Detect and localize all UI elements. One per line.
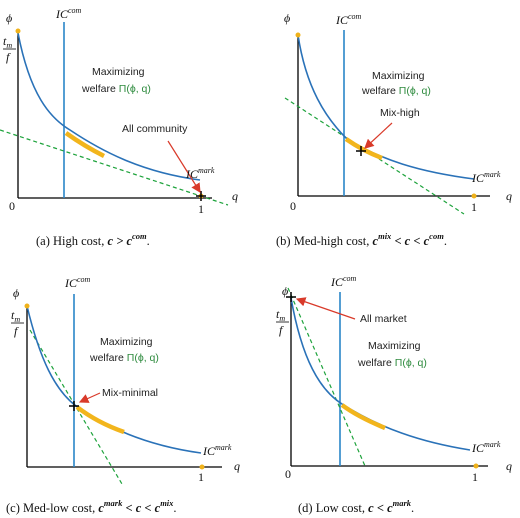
x-one-label: 1 xyxy=(198,470,204,484)
annotation-label: Mix-minimal xyxy=(102,387,158,399)
annotation-label: Mix-high xyxy=(380,107,420,119)
ic-mark-curve xyxy=(297,34,475,180)
ic-mark-curve xyxy=(26,305,202,454)
caption: (d) Low cost, c < cmark. xyxy=(298,498,414,515)
q-one-dot xyxy=(473,463,479,469)
q-one-dot xyxy=(199,464,205,470)
x-axis-label: q xyxy=(234,459,240,473)
ic-com-label: ICcom xyxy=(55,6,82,21)
ic-com-label: ICcom xyxy=(64,275,91,290)
y-axis-label: ϕ xyxy=(13,286,19,300)
tangent-line xyxy=(287,287,366,467)
annotation-arrow xyxy=(167,140,201,194)
highlight-segment xyxy=(340,403,386,431)
tm-label: tm xyxy=(276,307,285,323)
ic-com-label: ICcom xyxy=(335,12,362,27)
annotation-arrow xyxy=(364,122,393,149)
welfare-line2: welfare Π(ϕ, q) xyxy=(81,83,151,95)
optimum-cross xyxy=(69,401,79,411)
ic-mark-label: ICmark xyxy=(471,170,501,185)
tm-dot xyxy=(24,303,30,309)
f-label: f xyxy=(14,324,19,338)
x-one-label: 1 xyxy=(472,470,478,484)
tm-dot xyxy=(295,32,301,38)
panel-b: ϕ ICcom ICmark Maximizing welfare Π(ϕ, q… xyxy=(276,11,512,248)
annotation-arrow xyxy=(78,392,101,403)
welfare-line1: Maximizing xyxy=(372,70,425,82)
highlight-segment xyxy=(75,405,125,435)
panel-d: ϕ tm f ICcom ICmark Maximizing welfare Π… xyxy=(276,274,512,515)
panel-c: ϕ tm f ICcom ICmark Maximizing welfare Π… xyxy=(6,275,240,515)
f-label: f xyxy=(6,50,11,64)
tm-label: tm xyxy=(3,34,12,50)
welfare-line1: Maximizing xyxy=(92,66,145,78)
caption: (a) High cost, c > ccom. xyxy=(36,231,150,248)
welfare-line2: welfare Π(ϕ, q) xyxy=(89,352,159,364)
optimum-cross xyxy=(196,191,206,201)
ic-mark-label: ICmark xyxy=(471,440,501,455)
origin-label: 0 xyxy=(285,467,291,481)
annotation-label: All market xyxy=(360,313,407,325)
f-label: f xyxy=(279,323,284,337)
highlight-segment xyxy=(64,131,106,159)
panel-a: ϕ tm f ICcom ICmark Maximizing welfare Π… xyxy=(0,6,238,248)
ic-mark-label: ICmark xyxy=(185,166,215,181)
annotation-label: All community xyxy=(122,123,188,135)
tm-label: tm xyxy=(11,308,20,324)
y-axis-label: ϕ xyxy=(6,11,12,25)
welfare-line2: welfare Π(ϕ, q) xyxy=(361,85,431,97)
annotation-arrow xyxy=(295,297,356,320)
optimum-cross xyxy=(356,146,366,156)
highlight-segment xyxy=(344,137,383,161)
optimum-cross xyxy=(286,292,296,302)
welfare-line1: Maximizing xyxy=(368,340,421,352)
origin-label: 0 xyxy=(290,199,296,213)
welfare-line1: Maximizing xyxy=(100,336,153,348)
caption: (b) Med-high cost, cmix < c < ccom. xyxy=(276,231,447,248)
caption: (c) Med-low cost, cmark < c < cmix. xyxy=(6,498,177,515)
q-one-dot xyxy=(471,193,477,199)
ic-mark-curve xyxy=(290,297,471,451)
x-axis-label: q xyxy=(506,189,512,203)
x-one-label: 1 xyxy=(198,202,204,216)
x-axis-label: q xyxy=(506,459,512,473)
tm-dot xyxy=(15,28,21,34)
tangent-line xyxy=(0,129,229,206)
ic-mark-label: ICmark xyxy=(202,443,232,458)
y-axis-label: ϕ xyxy=(284,11,290,25)
x-axis-label: q xyxy=(232,189,238,203)
origin-label: 0 xyxy=(9,199,15,213)
ic-com-label: ICcom xyxy=(330,274,357,289)
welfare-line2: welfare Π(ϕ, q) xyxy=(357,357,427,369)
ic-mark-curve xyxy=(17,32,201,181)
tangent-line xyxy=(29,329,123,485)
y-axis-label: ϕ xyxy=(282,284,288,298)
x-one-label: 1 xyxy=(471,200,477,214)
